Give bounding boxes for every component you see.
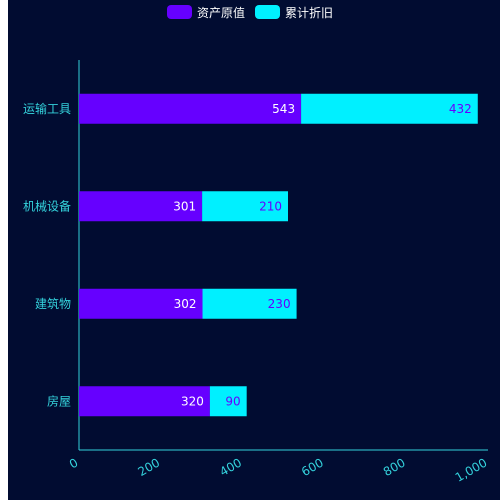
legend-label-original-value: 资产原值 [196, 5, 245, 20]
legend-label-depreciation: 累计折旧 [285, 5, 334, 20]
legend: 资产原值 累计折旧 [0, 2, 500, 22]
bar-original-value [79, 288, 203, 319]
legend-swatch-depreciation [255, 5, 280, 19]
bar-depreciation [202, 191, 288, 222]
bar-original-value [79, 191, 203, 222]
legend-swatch-original-value [166, 5, 192, 19]
bar-depreciation [202, 288, 297, 319]
y-category-label: 建筑物 [35, 296, 71, 311]
data-label: 432 [449, 102, 472, 116]
legend-item-original-value[interactable]: 资产原值 [166, 4, 245, 21]
data-label: 90 [225, 394, 240, 408]
x-tick-label: 400 [217, 455, 244, 479]
x-tick-label: 800 [381, 455, 408, 479]
data-label: 230 [268, 297, 291, 311]
data-label: 302 [174, 297, 197, 311]
x-tick-label: 200 [135, 455, 162, 479]
data-label: 543 [272, 102, 295, 116]
y-category-label: 运输工具 [23, 101, 71, 116]
bar-original-value [79, 93, 302, 124]
y-category-label: 机械设备 [23, 198, 71, 213]
legend-item-depreciation[interactable]: 累计折旧 [255, 4, 333, 21]
data-label: 301 [173, 199, 196, 213]
data-label: 320 [181, 394, 204, 408]
y-category-label: 房屋 [47, 393, 71, 408]
x-tick-label: 600 [299, 455, 326, 479]
chart-background [8, 0, 500, 500]
bar-depreciation [301, 93, 478, 124]
x-tick-label: 0 [67, 455, 81, 471]
bar-depreciation [209, 386, 247, 417]
x-tick-label: 1,000 [453, 455, 490, 484]
bar-original-value [79, 386, 210, 417]
data-label: 210 [259, 199, 282, 213]
